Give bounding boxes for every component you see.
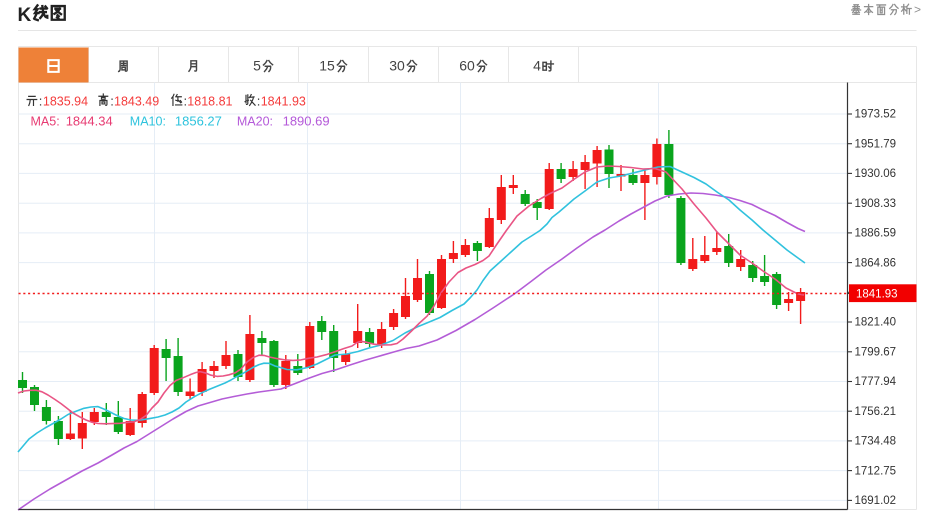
svg-text:K: K bbox=[18, 5, 32, 26]
svg-text::: : bbox=[184, 94, 188, 109]
svg-text:15: 15 bbox=[319, 58, 335, 74]
svg-text:1691.02: 1691.02 bbox=[855, 495, 897, 507]
svg-text:1844.34: 1844.34 bbox=[66, 114, 113, 129]
svg-text:1734.48: 1734.48 bbox=[855, 436, 897, 448]
svg-text:1841.93: 1841.93 bbox=[856, 289, 898, 301]
svg-text:1835.94: 1835.94 bbox=[43, 95, 88, 109]
svg-text::: : bbox=[110, 94, 114, 109]
svg-text:4: 4 bbox=[533, 58, 541, 74]
svg-text:MA5:: MA5: bbox=[31, 115, 60, 129]
svg-text:1890.69: 1890.69 bbox=[283, 114, 330, 129]
svg-text:1951.79: 1951.79 bbox=[855, 138, 897, 150]
svg-text:60: 60 bbox=[459, 58, 475, 74]
svg-text:1843.49: 1843.49 bbox=[114, 95, 159, 109]
svg-text:1756.21: 1756.21 bbox=[855, 406, 897, 418]
svg-text:5: 5 bbox=[253, 58, 261, 74]
svg-text:1712.75: 1712.75 bbox=[855, 465, 897, 477]
svg-text::: : bbox=[39, 94, 43, 109]
svg-text:1777.94: 1777.94 bbox=[855, 376, 897, 388]
svg-text:1818.81: 1818.81 bbox=[187, 95, 232, 109]
svg-text:1864.86: 1864.86 bbox=[855, 257, 897, 269]
svg-text:30: 30 bbox=[389, 58, 405, 74]
svg-text:1856.27: 1856.27 bbox=[175, 114, 222, 129]
svg-text:1908.33: 1908.33 bbox=[855, 198, 897, 210]
svg-text:1886.59: 1886.59 bbox=[855, 228, 897, 240]
svg-text:1841.93: 1841.93 bbox=[261, 95, 306, 109]
svg-text:MA10:: MA10: bbox=[130, 115, 166, 129]
svg-text::: : bbox=[257, 94, 261, 109]
svg-text:1821.40: 1821.40 bbox=[855, 317, 897, 329]
svg-text:1799.67: 1799.67 bbox=[855, 347, 897, 359]
svg-text:MA20:: MA20: bbox=[237, 115, 273, 129]
svg-text:1930.06: 1930.06 bbox=[855, 168, 897, 180]
svg-text:>: > bbox=[914, 3, 921, 17]
svg-text:1973.52: 1973.52 bbox=[855, 109, 897, 121]
